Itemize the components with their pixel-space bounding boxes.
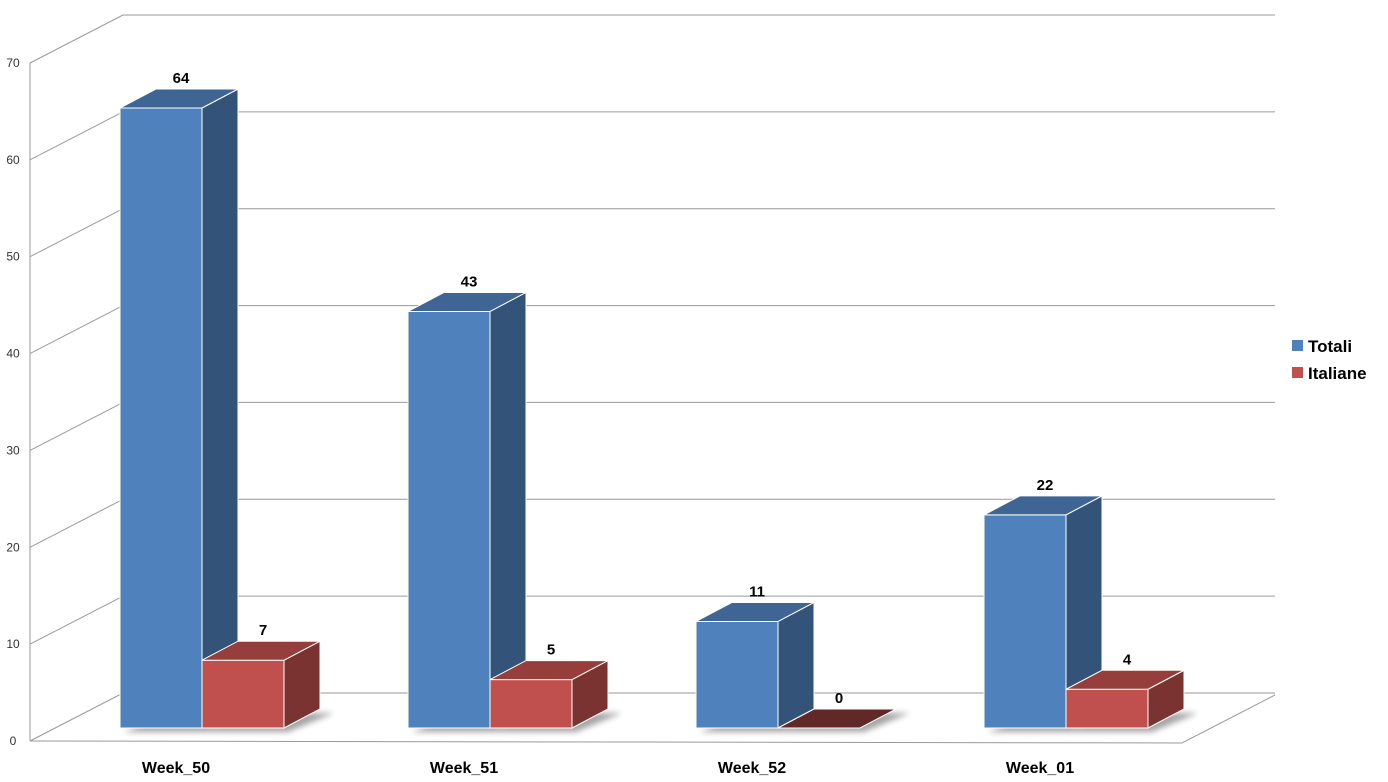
bar-totali-week_50 bbox=[119, 88, 252, 732]
bar-front bbox=[119, 107, 203, 729]
bar-italiane-week_01 bbox=[1065, 669, 1198, 732]
bar-totali-week_52 bbox=[695, 601, 828, 732]
data-label: 64 bbox=[173, 70, 190, 87]
data-label: 11 bbox=[749, 583, 765, 600]
bar-front bbox=[489, 679, 573, 729]
legend-label: Totali bbox=[1308, 337, 1352, 356]
bar-italiane-week_51 bbox=[489, 659, 622, 732]
grid-diagonal bbox=[29, 111, 124, 161]
grid-diagonal bbox=[29, 595, 124, 645]
grid-diagonal bbox=[29, 692, 124, 742]
bar-top bbox=[777, 708, 897, 729]
y-tick-label: 60 bbox=[6, 153, 20, 167]
y-tick-label: 20 bbox=[6, 540, 20, 554]
legend-label: Italiane bbox=[1308, 364, 1367, 383]
grid-diagonal bbox=[29, 14, 124, 64]
legend-swatch bbox=[1292, 367, 1303, 378]
bar-front bbox=[1065, 688, 1149, 729]
grid-diagonal bbox=[29, 208, 124, 258]
bar-front bbox=[407, 310, 491, 729]
y-tick-label: 0 bbox=[10, 734, 17, 748]
bar-top bbox=[1065, 669, 1185, 690]
y-tick-label: 30 bbox=[6, 443, 20, 457]
y-tick-label: 50 bbox=[6, 250, 20, 264]
grid-diagonal bbox=[29, 305, 124, 355]
bar-totali-week_51 bbox=[407, 291, 540, 732]
bar-front bbox=[695, 620, 779, 729]
legend: Totali Italiane bbox=[1292, 337, 1367, 383]
bar-top bbox=[201, 640, 321, 661]
x-category-label: Week_01 bbox=[1006, 760, 1074, 777]
bar-side bbox=[777, 601, 815, 729]
bar-totali-week_01 bbox=[983, 495, 1116, 732]
data-label: 43 bbox=[461, 273, 478, 290]
x-category-label: Week_50 bbox=[142, 760, 210, 777]
bar-top bbox=[695, 601, 815, 622]
y-tick-label: 10 bbox=[6, 637, 20, 651]
bar-italiane-week_52 bbox=[777, 708, 910, 732]
data-label: 7 bbox=[259, 622, 267, 639]
bar-top bbox=[119, 88, 239, 109]
data-label: 22 bbox=[1037, 477, 1054, 494]
x-category-label: Week_51 bbox=[430, 760, 498, 777]
bar-front bbox=[983, 514, 1067, 729]
bar-front bbox=[201, 659, 285, 729]
grid-diagonal bbox=[29, 401, 124, 451]
y-tick-label: 70 bbox=[6, 56, 20, 70]
grid-diagonal bbox=[29, 498, 124, 548]
x-category-label: Week_52 bbox=[718, 760, 786, 777]
data-label: 0 bbox=[835, 690, 843, 707]
bar-italiane-week_50 bbox=[201, 640, 334, 732]
floor-outline bbox=[29, 694, 1276, 744]
y-tick-label: 40 bbox=[6, 347, 20, 361]
bar-side bbox=[201, 88, 239, 729]
bar-side bbox=[489, 291, 527, 729]
legend-swatch bbox=[1292, 340, 1303, 351]
bar-top bbox=[489, 660, 609, 681]
bar-top bbox=[983, 495, 1103, 516]
data-label: 4 bbox=[1123, 651, 1132, 668]
bar-top bbox=[407, 291, 527, 312]
data-label: 5 bbox=[547, 642, 555, 659]
